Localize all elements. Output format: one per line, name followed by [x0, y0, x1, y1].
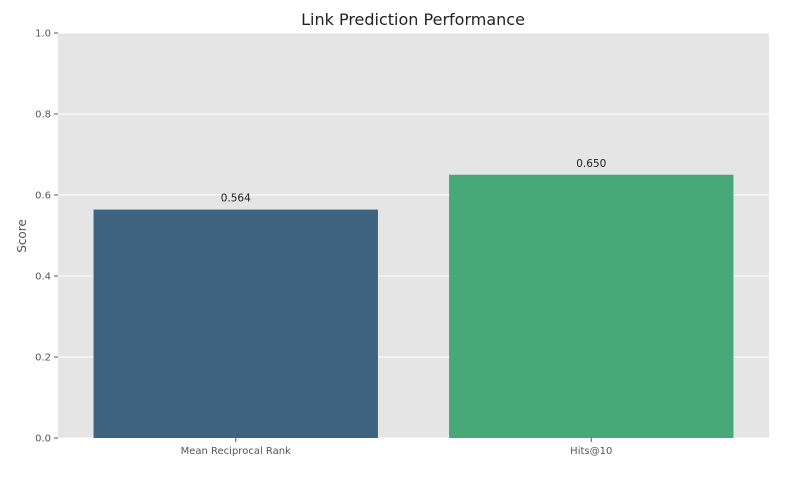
y-tick-label: 0.8 [35, 110, 51, 121]
bar-value-label: 0.564 [221, 193, 251, 205]
bar [449, 174, 734, 438]
y-axis-ticks: 0.0 0.2 0.4 0.6 0.8 1.0 [35, 29, 58, 445]
x-axis-ticks: Mean Reciprocal Rank Hits@10 [181, 438, 612, 457]
y-tick-label: 1.0 [35, 29, 51, 40]
bars [93, 174, 734, 438]
y-axis-label: Score [15, 219, 29, 253]
y-tick-label: 0.6 [35, 191, 51, 202]
chart-title: Link Prediction Performance [301, 10, 525, 29]
bar [93, 209, 378, 438]
y-tick-label: 0.2 [35, 353, 51, 364]
x-tick-label: Hits@10 [570, 446, 612, 457]
bar-value-label: 0.650 [576, 158, 606, 170]
x-tick-label: Mean Reciprocal Rank [181, 446, 291, 457]
y-tick-label: 0.0 [35, 434, 51, 445]
value-labels: 0.564 0.650 [221, 158, 607, 205]
y-tick-label: 0.4 [35, 272, 51, 283]
